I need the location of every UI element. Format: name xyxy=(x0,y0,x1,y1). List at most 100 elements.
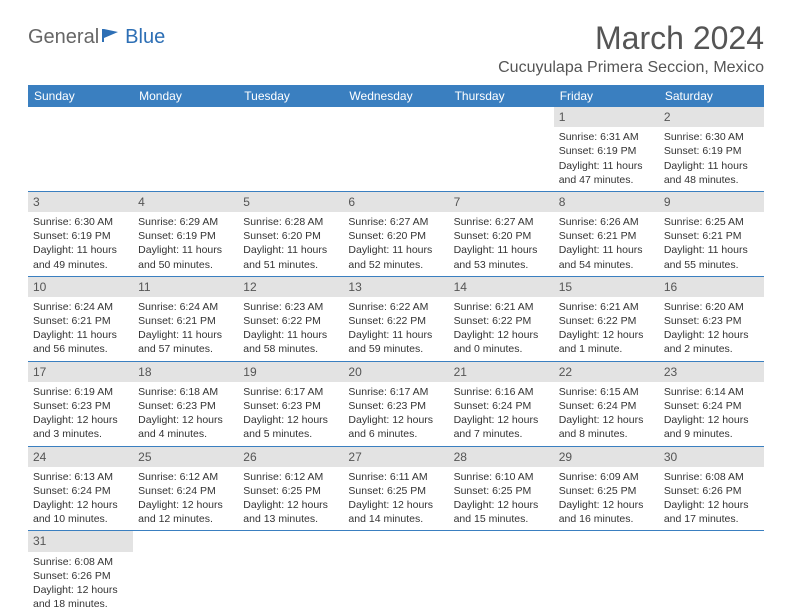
daylight-line-1: Daylight: 11 hours xyxy=(348,328,443,342)
day-body: Sunrise: 6:31 AMSunset: 6:19 PMDaylight:… xyxy=(554,127,659,191)
daylight-line-2: and 48 minutes. xyxy=(664,173,759,187)
day-number: 17 xyxy=(28,362,133,382)
sunset-line: Sunset: 6:22 PM xyxy=(559,314,654,328)
sunrise-line: Sunrise: 6:23 AM xyxy=(243,300,338,314)
sunrise-line: Sunrise: 6:08 AM xyxy=(664,470,759,484)
day-cell: 25Sunrise: 6:12 AMSunset: 6:24 PMDayligh… xyxy=(133,447,238,532)
sunset-line: Sunset: 6:24 PM xyxy=(138,484,233,498)
day-body: Sunrise: 6:13 AMSunset: 6:24 PMDaylight:… xyxy=(28,467,133,531)
day-cell: 18Sunrise: 6:18 AMSunset: 6:23 PMDayligh… xyxy=(133,362,238,447)
daylight-line-2: and 7 minutes. xyxy=(454,427,549,441)
sunrise-line: Sunrise: 6:10 AM xyxy=(454,470,549,484)
daylight-line-2: and 3 minutes. xyxy=(33,427,128,441)
daylight-line-1: Daylight: 11 hours xyxy=(243,328,338,342)
day-number: 29 xyxy=(554,447,659,467)
daylight-line-1: Daylight: 11 hours xyxy=(559,243,654,257)
sunset-line: Sunset: 6:23 PM xyxy=(138,399,233,413)
sunrise-line: Sunrise: 6:27 AM xyxy=(454,215,549,229)
title-block: March 2024 Cucuyulapa Primera Seccion, M… xyxy=(498,20,764,77)
day-number: 15 xyxy=(554,277,659,297)
day-body: Sunrise: 6:27 AMSunset: 6:20 PMDaylight:… xyxy=(343,212,448,276)
sunset-line: Sunset: 6:21 PM xyxy=(33,314,128,328)
calendar: SundayMondayTuesdayWednesdayThursdayFrid… xyxy=(28,85,764,615)
daylight-line-2: and 12 minutes. xyxy=(138,512,233,526)
sunrise-line: Sunrise: 6:21 AM xyxy=(559,300,654,314)
day-number: 12 xyxy=(238,277,343,297)
sunset-line: Sunset: 6:21 PM xyxy=(138,314,233,328)
day-cell: 5Sunrise: 6:28 AMSunset: 6:20 PMDaylight… xyxy=(238,192,343,277)
sunset-line: Sunset: 6:19 PM xyxy=(138,229,233,243)
day-number: 4 xyxy=(133,192,238,212)
day-cell: 1Sunrise: 6:31 AMSunset: 6:19 PMDaylight… xyxy=(554,107,659,192)
daylight-line-1: Daylight: 11 hours xyxy=(664,159,759,173)
daylight-line-1: Daylight: 12 hours xyxy=(243,413,338,427)
day-number: 1 xyxy=(554,107,659,127)
sunrise-line: Sunrise: 6:21 AM xyxy=(454,300,549,314)
sunrise-line: Sunrise: 6:12 AM xyxy=(138,470,233,484)
day-cell: 7Sunrise: 6:27 AMSunset: 6:20 PMDaylight… xyxy=(449,192,554,277)
sunrise-line: Sunrise: 6:14 AM xyxy=(664,385,759,399)
daylight-line-1: Daylight: 12 hours xyxy=(454,413,549,427)
day-cell xyxy=(343,107,448,192)
day-cell xyxy=(28,107,133,192)
weekday-label: Wednesday xyxy=(343,85,448,107)
sunrise-line: Sunrise: 6:27 AM xyxy=(348,215,443,229)
daylight-line-2: and 51 minutes. xyxy=(243,258,338,272)
logo: General Blue xyxy=(28,20,165,49)
sunrise-line: Sunrise: 6:26 AM xyxy=(559,215,654,229)
sunrise-line: Sunrise: 6:20 AM xyxy=(664,300,759,314)
sunset-line: Sunset: 6:22 PM xyxy=(348,314,443,328)
day-body: Sunrise: 6:21 AMSunset: 6:22 PMDaylight:… xyxy=(554,297,659,361)
daylight-line-2: and 14 minutes. xyxy=(348,512,443,526)
sunrise-line: Sunrise: 6:25 AM xyxy=(664,215,759,229)
daylight-line-1: Daylight: 11 hours xyxy=(348,243,443,257)
day-body: Sunrise: 6:16 AMSunset: 6:24 PMDaylight:… xyxy=(449,382,554,446)
day-body: Sunrise: 6:30 AMSunset: 6:19 PMDaylight:… xyxy=(659,127,764,191)
day-cell: 11Sunrise: 6:24 AMSunset: 6:21 PMDayligh… xyxy=(133,277,238,362)
sunrise-line: Sunrise: 6:15 AM xyxy=(559,385,654,399)
day-number: 2 xyxy=(659,107,764,127)
day-cell: 26Sunrise: 6:12 AMSunset: 6:25 PMDayligh… xyxy=(238,447,343,532)
day-body: Sunrise: 6:22 AMSunset: 6:22 PMDaylight:… xyxy=(343,297,448,361)
daylight-line-2: and 18 minutes. xyxy=(33,597,128,611)
sunset-line: Sunset: 6:25 PM xyxy=(243,484,338,498)
daylight-line-1: Daylight: 12 hours xyxy=(454,328,549,342)
day-cell: 17Sunrise: 6:19 AMSunset: 6:23 PMDayligh… xyxy=(28,362,133,447)
daylight-line-2: and 57 minutes. xyxy=(138,342,233,356)
sunrise-line: Sunrise: 6:24 AM xyxy=(138,300,233,314)
daylight-line-2: and 49 minutes. xyxy=(33,258,128,272)
day-cell xyxy=(343,531,448,615)
daylight-line-2: and 54 minutes. xyxy=(559,258,654,272)
sunset-line: Sunset: 6:21 PM xyxy=(664,229,759,243)
day-body: Sunrise: 6:11 AMSunset: 6:25 PMDaylight:… xyxy=(343,467,448,531)
daylight-line-2: and 13 minutes. xyxy=(243,512,338,526)
sunset-line: Sunset: 6:21 PM xyxy=(559,229,654,243)
day-cell: 24Sunrise: 6:13 AMSunset: 6:24 PMDayligh… xyxy=(28,447,133,532)
day-number: 25 xyxy=(133,447,238,467)
daylight-line-2: and 15 minutes. xyxy=(454,512,549,526)
sunrise-line: Sunrise: 6:29 AM xyxy=(138,215,233,229)
logo-flag-icon xyxy=(101,26,123,49)
daylight-line-2: and 16 minutes. xyxy=(559,512,654,526)
day-cell: 27Sunrise: 6:11 AMSunset: 6:25 PMDayligh… xyxy=(343,447,448,532)
day-cell: 29Sunrise: 6:09 AMSunset: 6:25 PMDayligh… xyxy=(554,447,659,532)
day-number: 11 xyxy=(133,277,238,297)
sunset-line: Sunset: 6:23 PM xyxy=(348,399,443,413)
day-cell: 16Sunrise: 6:20 AMSunset: 6:23 PMDayligh… xyxy=(659,277,764,362)
daylight-line-1: Daylight: 11 hours xyxy=(33,328,128,342)
day-number: 28 xyxy=(449,447,554,467)
day-number: 27 xyxy=(343,447,448,467)
sunset-line: Sunset: 6:20 PM xyxy=(243,229,338,243)
weekday-label: Saturday xyxy=(659,85,764,107)
daylight-line-2: and 2 minutes. xyxy=(664,342,759,356)
sunset-line: Sunset: 6:22 PM xyxy=(454,314,549,328)
daylight-line-2: and 8 minutes. xyxy=(559,427,654,441)
day-body: Sunrise: 6:09 AMSunset: 6:25 PMDaylight:… xyxy=(554,467,659,531)
day-body: Sunrise: 6:12 AMSunset: 6:24 PMDaylight:… xyxy=(133,467,238,531)
daylight-line-2: and 0 minutes. xyxy=(454,342,549,356)
day-body: Sunrise: 6:17 AMSunset: 6:23 PMDaylight:… xyxy=(238,382,343,446)
day-body: Sunrise: 6:24 AMSunset: 6:21 PMDaylight:… xyxy=(28,297,133,361)
sunrise-line: Sunrise: 6:16 AM xyxy=(454,385,549,399)
day-number: 6 xyxy=(343,192,448,212)
day-cell: 6Sunrise: 6:27 AMSunset: 6:20 PMDaylight… xyxy=(343,192,448,277)
